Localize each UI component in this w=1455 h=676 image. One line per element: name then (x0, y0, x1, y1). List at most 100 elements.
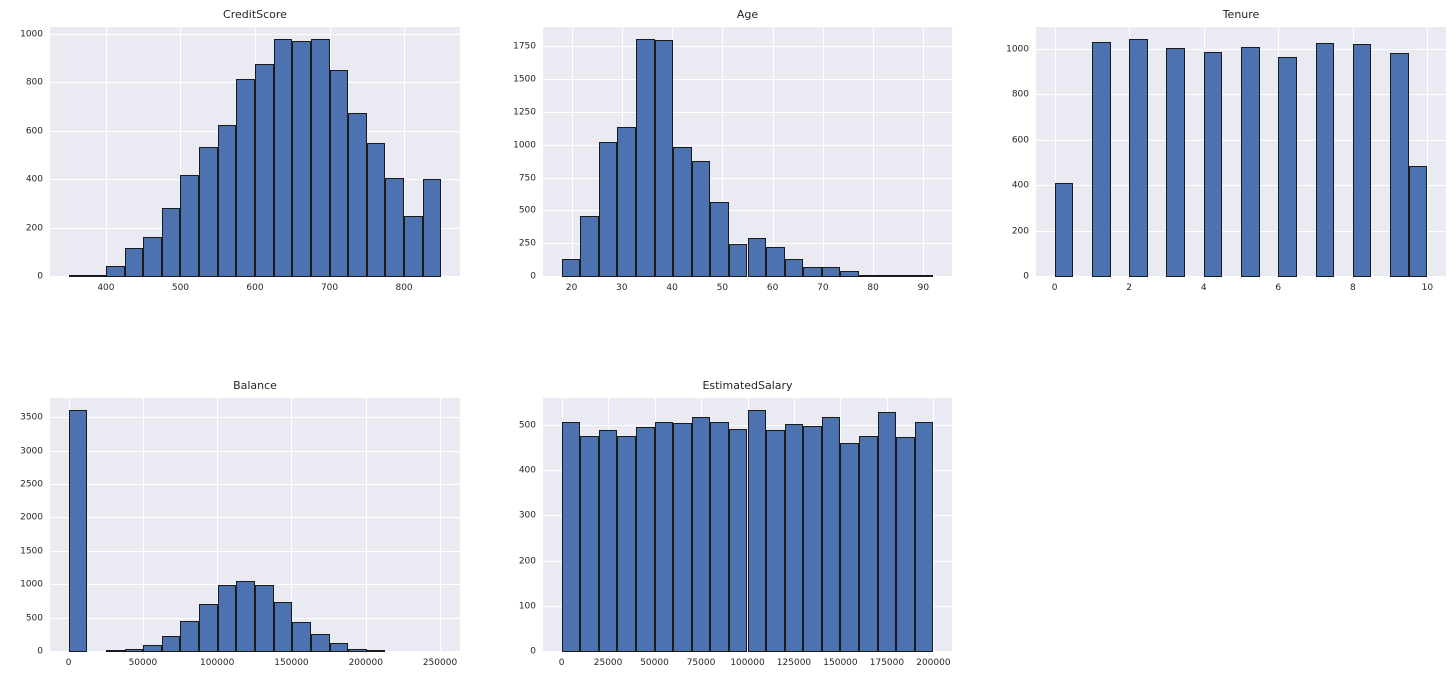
histogram-bar (859, 275, 878, 277)
gridline-horizontal (50, 584, 460, 586)
histogram-bar (877, 412, 897, 652)
histogram-bar (673, 423, 692, 652)
gridline-vertical (142, 398, 144, 652)
gridline-vertical (873, 27, 875, 277)
histogram-bar (580, 216, 599, 277)
x-tick-label: 70 (817, 283, 829, 293)
histogram-bar (1278, 57, 1297, 277)
y-tick-label: 0 (530, 271, 536, 282)
histogram-bar (710, 422, 729, 652)
histogram-bar (310, 634, 330, 652)
x-tick-label: 0 (558, 658, 565, 668)
x-tick-label: 175000 (869, 658, 905, 668)
chart-title: Tenure (1222, 8, 1260, 21)
histogram-bar (728, 243, 748, 277)
histogram-bar (385, 177, 405, 277)
gridline-vertical (923, 27, 925, 277)
subplot-creditscore: CreditScore 0 200 400 600 800 1000 400 500 600 70… (20, 9, 460, 293)
gridline-horizontal (50, 550, 460, 552)
x-tick-label: 125000 (776, 658, 812, 668)
x-tick-label: 0 (1051, 283, 1058, 293)
x-tick-label: 2 (1126, 283, 1133, 293)
x-tick-label: 150000 (274, 658, 309, 668)
gridline-horizontal (543, 112, 952, 114)
plot-area (50, 398, 460, 652)
histogram-bar (273, 38, 293, 277)
y-tick-label: 3500 (20, 412, 43, 423)
y-tick-label: 400 (25, 174, 43, 185)
histogram-bar (561, 422, 581, 652)
y-tick-label: 1000 (20, 579, 43, 590)
chart-title: Balance (233, 379, 277, 392)
y-tick-label: 2500 (20, 479, 43, 490)
histogram-bar (561, 258, 581, 277)
histogram-bar (217, 124, 237, 277)
x-tick-label: 20 (565, 283, 578, 293)
histogram-bar (598, 141, 618, 277)
y-tick-label: 3000 (20, 446, 43, 457)
plot-area (543, 27, 952, 277)
y-tick-label: 400 (1011, 180, 1029, 191)
histogram-bar (161, 635, 181, 652)
gridline-horizontal (543, 46, 952, 48)
x-tick-label: 700 (320, 283, 339, 293)
histogram-bar (68, 274, 88, 277)
chart-title: Age (736, 8, 759, 21)
histogram-bar (635, 427, 655, 652)
histogram-bar (1054, 183, 1074, 277)
histogram-bar (199, 603, 218, 652)
histogram-bar (404, 215, 423, 277)
histogram-bar (348, 113, 367, 277)
histogram-bar (143, 644, 162, 652)
histogram-bar (691, 160, 711, 277)
gridline-vertical (105, 27, 107, 277)
gridline-horizontal (50, 517, 460, 519)
gridline-vertical (1427, 27, 1429, 277)
y-tick-label: 200 (1011, 226, 1029, 237)
histogram-bar (292, 622, 311, 652)
gridline-vertical (722, 27, 724, 277)
x-tick-label: 75000 (686, 658, 716, 668)
histogram-bar (273, 601, 293, 652)
x-tick-label: 60 (766, 283, 779, 293)
x-tick-label: 100000 (200, 658, 235, 668)
x-tick-label: 40 (666, 283, 678, 293)
histogram-bar (673, 147, 692, 277)
histogram-bar (1408, 165, 1428, 277)
y-tick-label: 800 (25, 77, 43, 88)
subplot-estimatedsalary: EstimatedSalary 0 100 200 300 400 500 0 25000 50… (519, 380, 952, 668)
histogram-bar (329, 643, 349, 652)
y-tick-label: 200 (25, 223, 43, 234)
histogram-bar (366, 142, 386, 277)
gridline-horizontal (50, 417, 460, 419)
histogram-bar (1241, 47, 1260, 277)
x-tick-label: 400 (97, 283, 115, 293)
y-tick-label: 1000 (513, 140, 536, 151)
histogram-bar (329, 70, 349, 277)
y-tick-label: 0 (37, 646, 43, 657)
histogram-bar (255, 585, 274, 652)
histogram-bar (821, 417, 841, 652)
gridline-horizontal (50, 483, 460, 485)
histogram-bar (180, 621, 200, 652)
x-tick-label: 50000 (128, 658, 158, 668)
histogram-bar (691, 416, 711, 652)
subplot-age: Age 0 250 500 750 1000 1250 1500 1750 20 30 40 50 60… (513, 9, 952, 293)
gridline-horizontal (543, 210, 952, 212)
histogram-bar (896, 437, 915, 652)
y-tick-label: 0 (1023, 271, 1029, 282)
histogram-bar (840, 443, 860, 652)
gridline-horizontal (543, 144, 952, 146)
gridline-vertical (404, 27, 406, 277)
x-tick-label: 600 (246, 283, 264, 293)
histogram-bar (310, 38, 330, 277)
gridline-horizontal (50, 450, 460, 452)
x-tick-label: 500 (171, 283, 190, 293)
x-tick-label: 250000 (422, 658, 458, 668)
histogram-bar (348, 649, 367, 652)
chart-title: CreditScore (223, 8, 287, 21)
histogram-bar (366, 650, 386, 652)
histogram-bar (859, 436, 878, 652)
y-tick-label: 500 (518, 420, 536, 431)
